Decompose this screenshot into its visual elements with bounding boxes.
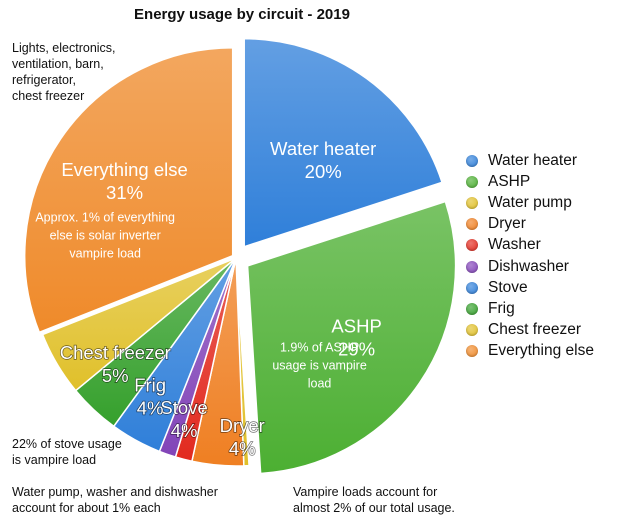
legend-item-dishwasher: Dishwasher xyxy=(466,256,594,277)
legend-item-water-pump: Water pump xyxy=(466,192,594,213)
slice-pct-chest-freezer: 5% xyxy=(102,365,129,386)
legend-swatch xyxy=(466,260,478,273)
legend-item-stove: Stove xyxy=(466,277,594,298)
legend-item-chest-freezer: Chest freezer xyxy=(466,320,594,341)
bottom-left-note: Water pump, washer and dishwasher accoun… xyxy=(12,485,218,515)
slice-pct-frig: 4% xyxy=(137,397,164,418)
legend-swatch xyxy=(466,302,478,315)
legend-swatch xyxy=(466,175,478,188)
slice-pct-stove: 4% xyxy=(171,420,198,441)
legend-swatch xyxy=(466,239,478,252)
legend-label: ASHP xyxy=(488,172,531,190)
chart-title: Energy usage by circuit - 2019 xyxy=(134,6,350,23)
legend-swatch xyxy=(466,345,478,358)
pie-slice-everything-else xyxy=(24,47,234,334)
legend-swatch xyxy=(466,324,478,337)
legend-item-washer: Washer xyxy=(466,235,594,256)
pie-slice-chest-freezer xyxy=(41,257,237,392)
slice-label-stove: Stove xyxy=(160,397,207,418)
slice-pct-water-heater: 20% xyxy=(305,161,342,182)
legend-label: Washer xyxy=(488,236,541,254)
legend-swatch xyxy=(466,154,478,167)
legend-label: Everything else xyxy=(488,342,594,360)
slice-label-water-heater: Water heater xyxy=(270,138,376,159)
legend: Water heater ASHP Water pump Dryer Washer Dis… xyxy=(466,150,594,362)
legend-item-everything-else: Everything else xyxy=(466,341,594,362)
pie-slice-ashp xyxy=(246,200,457,475)
legend-label: Dishwasher xyxy=(488,257,569,275)
legend-item-ashp: ASHP xyxy=(466,171,594,192)
slice-label-chest-freezer: Chest freezer xyxy=(60,342,171,363)
ashp-note: 1.9% of ASHP usage is vampire load xyxy=(272,341,367,391)
bottom-right-note: Vampire loads account for almost 2% of o… xyxy=(293,485,455,515)
legend-swatch xyxy=(466,218,478,231)
stove-note: 22% of stove usage is vampire load xyxy=(12,437,122,467)
slice-label-ashp: ASHP xyxy=(331,316,381,337)
slice-pct-ashp: 29% xyxy=(338,339,375,360)
legend-swatch xyxy=(466,281,478,294)
legend-item-dryer: Dryer xyxy=(466,214,594,235)
legend-label: Dryer xyxy=(488,215,526,233)
legend-label: Frig xyxy=(488,299,515,317)
legend-swatch xyxy=(466,196,478,209)
legend-label: Stove xyxy=(488,278,528,296)
pie-slice-water-heater xyxy=(243,37,443,248)
slice-label-everything-else: Everything else xyxy=(61,159,187,180)
legend-item-frig: Frig xyxy=(466,298,594,319)
slice-pct-everything-else: 31% xyxy=(106,182,143,203)
slice-label-frig: Frig xyxy=(134,374,166,395)
legend-label: Chest freezer xyxy=(488,321,582,339)
legend-label: Water heater xyxy=(488,151,578,169)
slice-label-dryer: Dryer xyxy=(220,415,265,436)
legend-label: Water pump xyxy=(488,193,572,211)
slice-pct-dryer: 4% xyxy=(229,438,256,459)
legend-item-water-heater: Water heater xyxy=(466,150,594,171)
everything-else-note: Approx. 1% of everything else is solar in… xyxy=(35,211,175,261)
top-left-note: Lights, electronics, ventilation, barn, … xyxy=(12,41,116,103)
